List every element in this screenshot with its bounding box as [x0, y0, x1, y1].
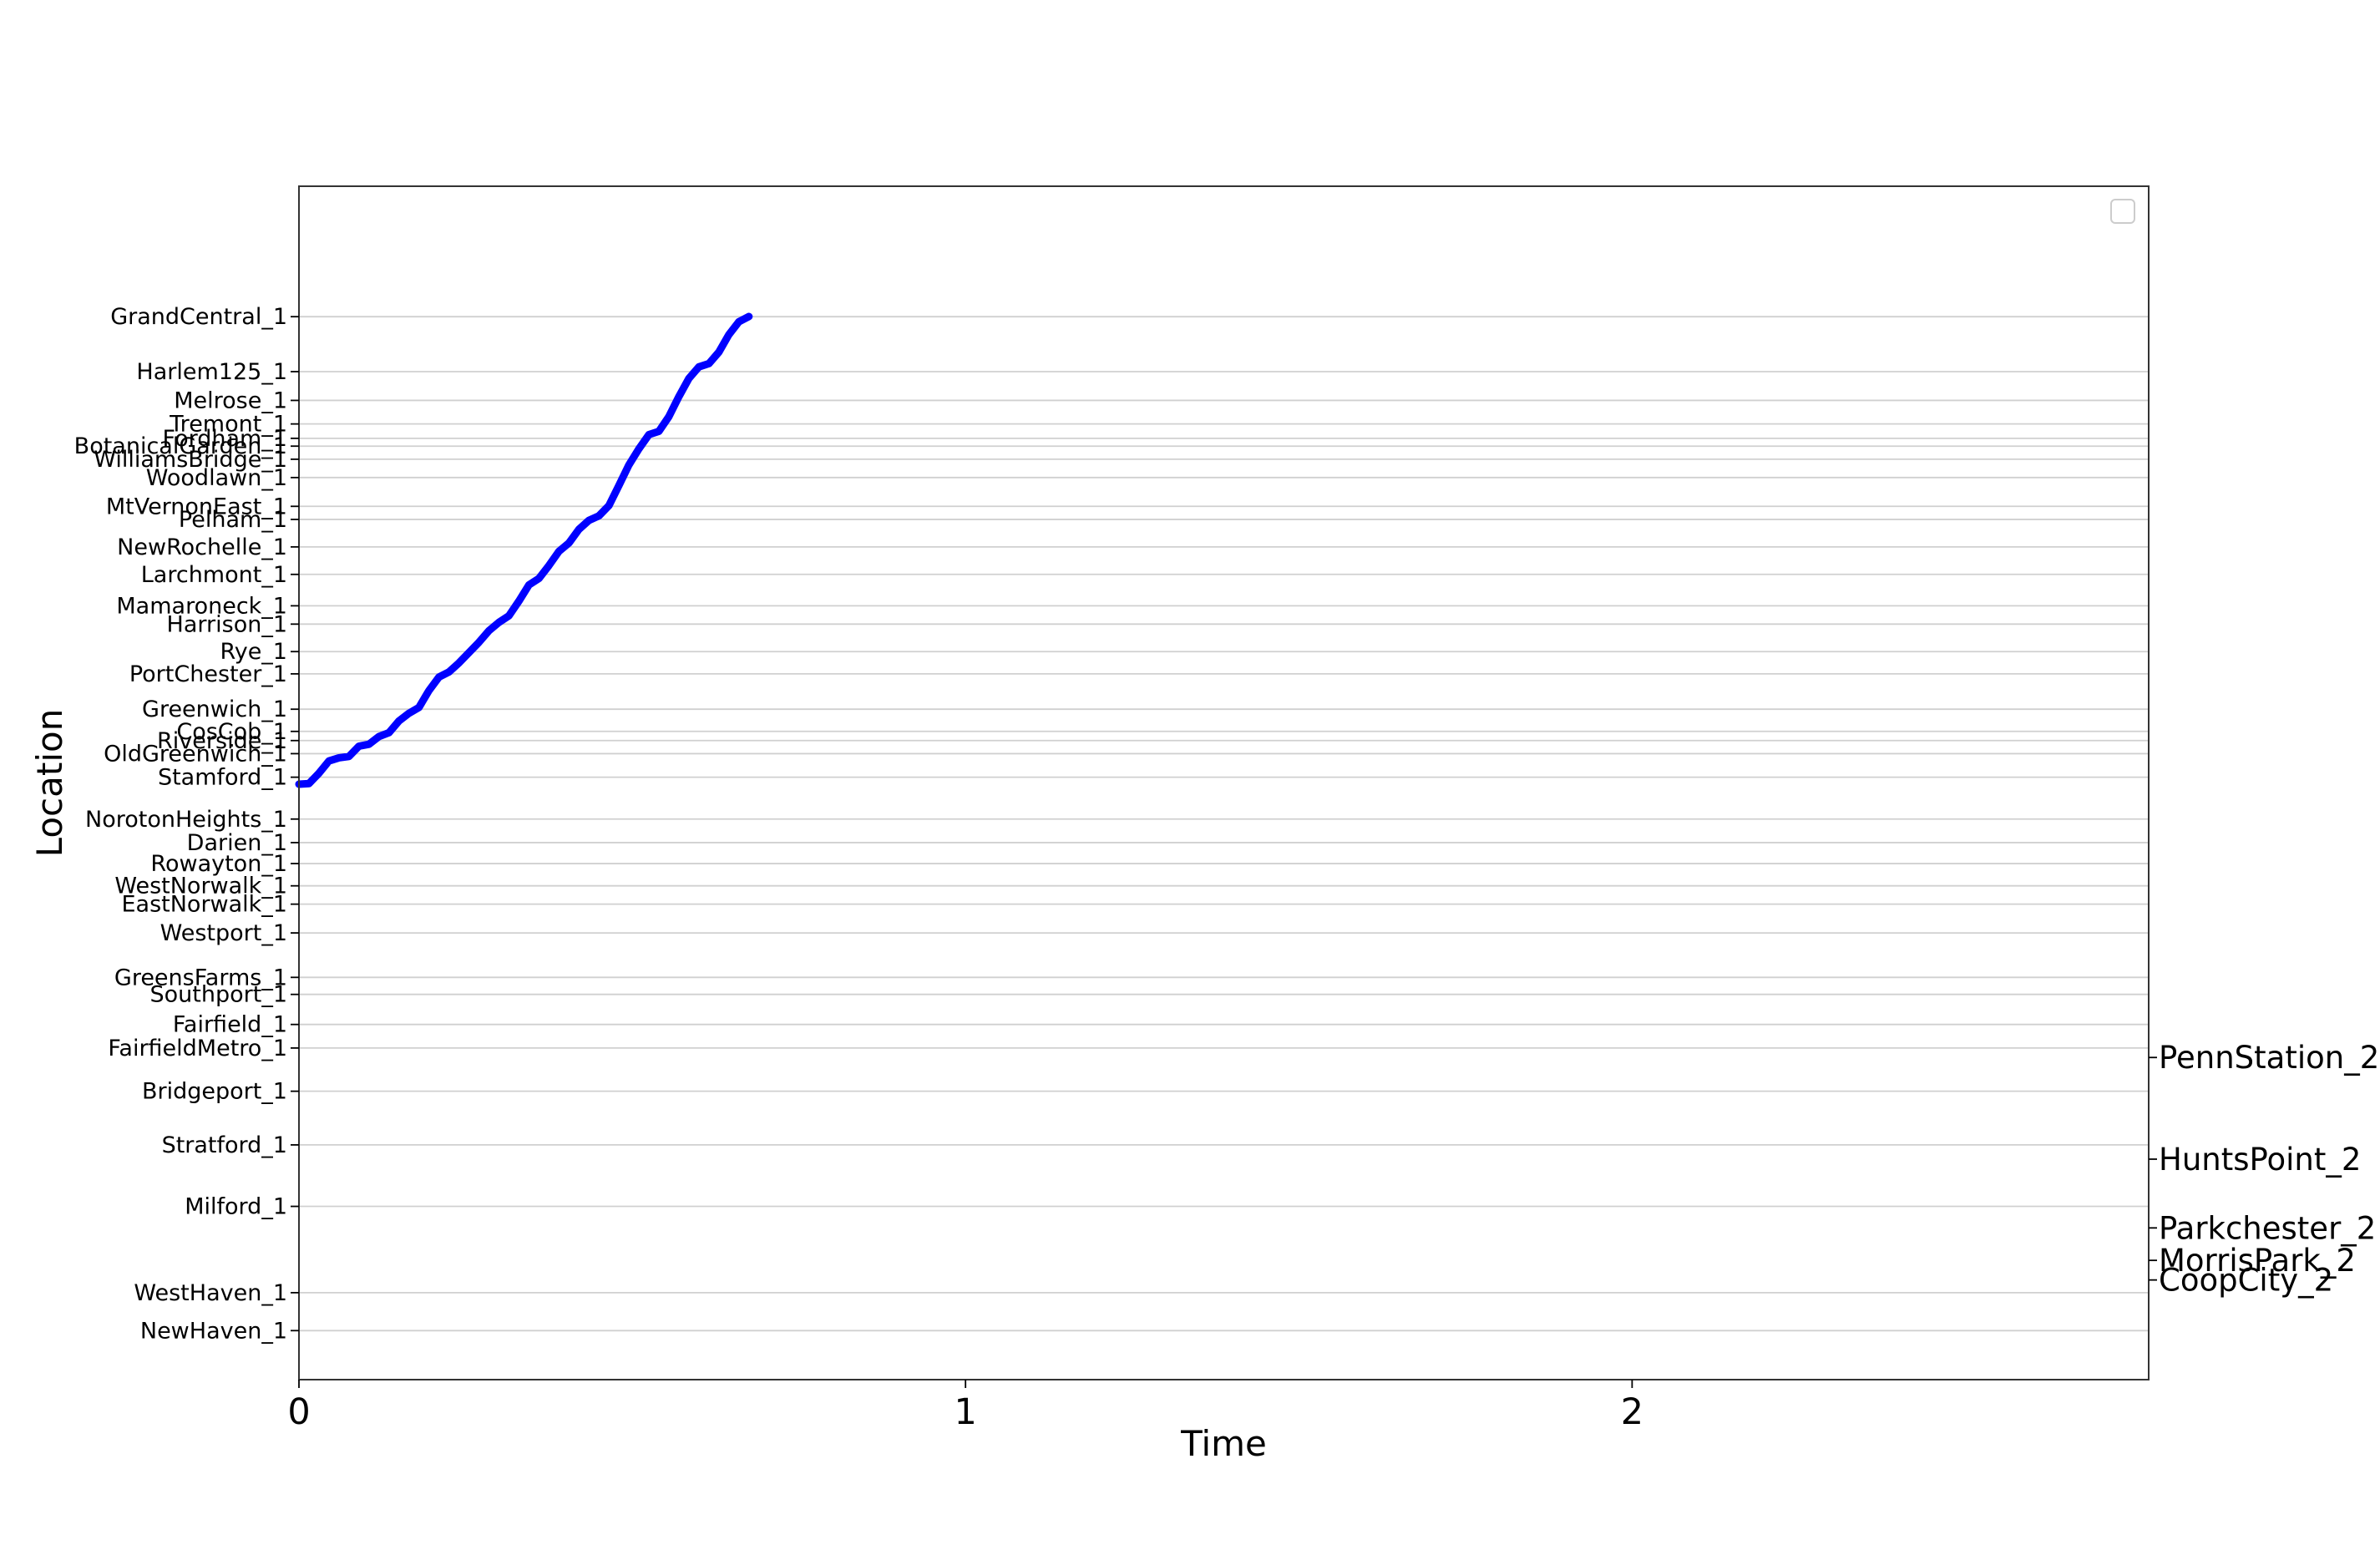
y-tick-label: WestHaven_1: [134, 1280, 287, 1306]
y-tick-label: BotanicalGarden_1: [74, 433, 287, 459]
y-tick-label: Riverside_1: [157, 728, 287, 754]
y-tick-label: Harlem125_1: [136, 359, 287, 385]
y-tick-label: Woodlawn_1: [146, 465, 287, 491]
series-layer: [295, 312, 753, 788]
y-tick-label: Greenwich_1: [142, 697, 287, 722]
right-y-tick-label: MorrisPark_2: [2159, 1243, 2356, 1279]
y-tick-label: Rye_1: [220, 639, 287, 665]
y-tick-label: EastNorwalk_1: [121, 892, 287, 918]
right-y-tick-label: PennStation_2: [2159, 1040, 2379, 1076]
left-y-axis: GrandCentral_1 Harlem125_1 Melrose_1Tremon…: [74, 304, 299, 1344]
right-y-tick-label: HuntsPoint_2: [2159, 1142, 2361, 1178]
legend-box: [2110, 199, 2135, 224]
y-tick-label: Bridgeport_1: [142, 1079, 287, 1105]
x-tick-label: 2: [1621, 1391, 1643, 1433]
right-y-tick-label: CoopCity_2: [2159, 1263, 2333, 1299]
y-tick-label: MtVernonEast_1: [106, 494, 287, 519]
x-tick-label: 0: [287, 1391, 310, 1433]
y-tick-label: GreensFarms_1: [114, 965, 287, 990]
y-tick-label: Darien_1: [187, 830, 287, 856]
y-tick-label: WilliamsBridge_1: [94, 447, 287, 473]
right-y-tick-label: Parkchester_2: [2159, 1210, 2376, 1246]
right-y-axis: PennStation_2 HuntsPoint_2 Parkchester_2Mo…: [2149, 1040, 2379, 1299]
y-tick-label: Milford_1: [185, 1194, 287, 1220]
y-tick-label: Fordham_1: [163, 426, 288, 452]
y-tick-label: Stratford_1: [162, 1132, 287, 1158]
grid-lines: [299, 316, 2149, 1332]
y-tick-label: Rowayton_1: [150, 851, 287, 877]
y-tick-label: Southport_1: [150, 982, 288, 1008]
y-tick-label: GrandCentral_1: [110, 304, 287, 330]
y-tick-label: Larchmont_1: [141, 562, 287, 588]
y-tick-label: Harrison_1: [167, 611, 287, 637]
y-tick-label: NewHaven_1: [140, 1318, 287, 1344]
y-tick-label: NorotonHeights_1: [85, 807, 287, 833]
y-tick-label: Tremont_1: [169, 412, 287, 438]
y-tick-label: Stamford_1: [158, 765, 287, 791]
y-tick-label: Melrose_1: [174, 388, 287, 413]
y-tick-label: FairfieldMetro_1: [108, 1036, 287, 1061]
y-tick-label: OldGreenwich_1: [104, 741, 287, 767]
plot-frame: [298, 185, 2150, 1380]
series-line: [295, 312, 753, 788]
y-tick-label: WestNorwalk_1: [114, 874, 287, 899]
y-tick-label: Pelham_1: [179, 507, 287, 533]
x-tick-label: 1: [955, 1391, 977, 1433]
x-axis: 0 1 2: [287, 1380, 1643, 1433]
y-axis-title: Location: [29, 709, 70, 858]
y-tick-label: PortChester_1: [129, 661, 287, 687]
x-axis-title: Time: [1180, 1423, 1267, 1464]
y-tick-label: Fairfield_1: [173, 1012, 287, 1038]
y-tick-label: Mamaroneck_1: [116, 593, 287, 619]
y-tick-label: CosCob_1: [176, 719, 287, 745]
y-tick-label: NewRochelle_1: [117, 534, 287, 560]
y-tick-label: Westport_1: [160, 920, 287, 946]
